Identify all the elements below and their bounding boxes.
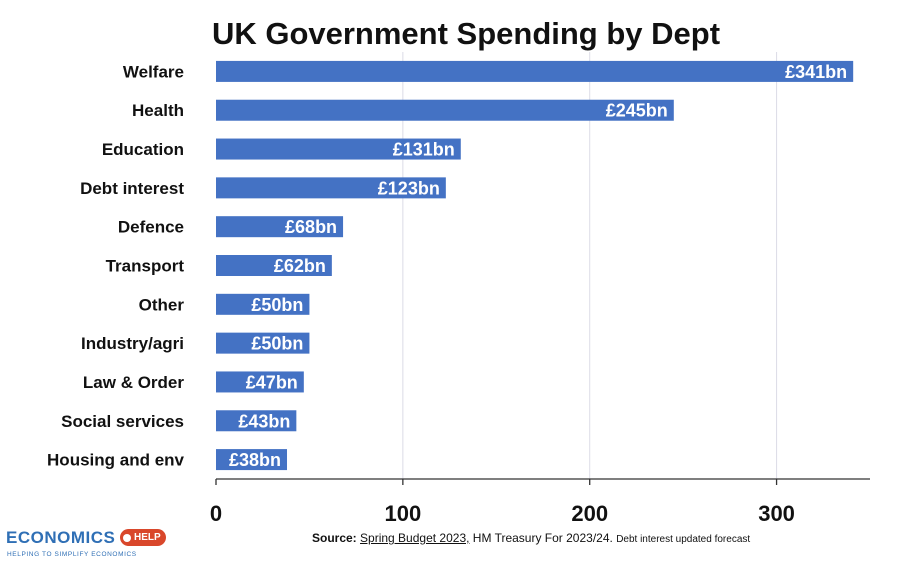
category-label: Transport bbox=[106, 257, 185, 276]
data-label: £43bn bbox=[238, 411, 290, 431]
chart-title: UK Government Spending by Dept bbox=[212, 16, 720, 51]
category-label: Welfare bbox=[123, 62, 184, 81]
bar-industry-agri bbox=[216, 332, 310, 354]
category-label: Debt interest bbox=[80, 179, 184, 198]
x-tick-label: 200 bbox=[571, 501, 608, 526]
bar-housing-and-env bbox=[216, 449, 288, 471]
data-label: £50bn bbox=[251, 295, 303, 315]
bar-debt-interest bbox=[216, 177, 446, 199]
source-note-small: Debt interest updated forecast bbox=[616, 534, 751, 545]
data-label: £245bn bbox=[606, 101, 668, 121]
gridlines bbox=[402, 52, 778, 479]
bar-defence bbox=[216, 216, 344, 238]
source-note: Source: Spring Budget 2023, HM Treasury … bbox=[312, 531, 750, 545]
economics-help-logo-icon bbox=[123, 534, 131, 542]
data-label: £38bn bbox=[229, 450, 281, 470]
x-axis: 0 100 200 300 bbox=[210, 478, 870, 526]
logo-tagline: HELPING TO SIMPLIFY ECONOMICS bbox=[7, 551, 137, 558]
category-label: Defence bbox=[118, 218, 184, 237]
category-label: Law & Order bbox=[83, 373, 184, 392]
category-label: Education bbox=[102, 140, 184, 159]
data-label: £62bn bbox=[274, 256, 326, 276]
bar-health bbox=[216, 99, 674, 121]
x-tick-label: 300 bbox=[758, 501, 795, 526]
source-link[interactable]: Spring Budget 2023, bbox=[360, 531, 470, 545]
data-label: £47bn bbox=[246, 372, 298, 392]
bars: £341bn £245bn £131bn £123bn £68bn £62bn £50bn £… bbox=[216, 60, 854, 471]
category-label: Housing and env bbox=[47, 451, 185, 470]
category-label: Other bbox=[139, 295, 185, 314]
data-label: £123bn bbox=[378, 178, 440, 198]
x-tick-label: 100 bbox=[384, 501, 421, 526]
logo-badge: HELP bbox=[120, 529, 166, 546]
bar-law-order bbox=[216, 371, 304, 393]
bar-welfare bbox=[216, 60, 854, 82]
category-label: Health bbox=[132, 101, 184, 120]
economics-help-logo[interactable]: ECONOMICS HELP HELPING TO SIMPLIFY ECONO… bbox=[6, 528, 166, 560]
category-labels: Welfare Health Education Debt interest Defen… bbox=[47, 62, 185, 469]
data-label: £131bn bbox=[393, 140, 455, 160]
bar-other bbox=[216, 293, 310, 315]
category-label: Industry/agri bbox=[81, 334, 184, 353]
bar-transport bbox=[216, 255, 332, 276]
x-tick-label: 0 bbox=[210, 501, 222, 526]
source-lead: Source: bbox=[312, 531, 357, 545]
data-label: £50bn bbox=[251, 334, 303, 354]
data-label: £341bn bbox=[785, 62, 847, 82]
bar-education bbox=[216, 138, 461, 160]
bar-social-services bbox=[216, 410, 297, 432]
source-text: HM Treasury For 2023/24. bbox=[469, 531, 613, 545]
data-label: £68bn bbox=[285, 217, 337, 237]
category-label: Social services bbox=[61, 412, 184, 431]
logo-main-text: ECONOMICS bbox=[6, 528, 116, 547]
